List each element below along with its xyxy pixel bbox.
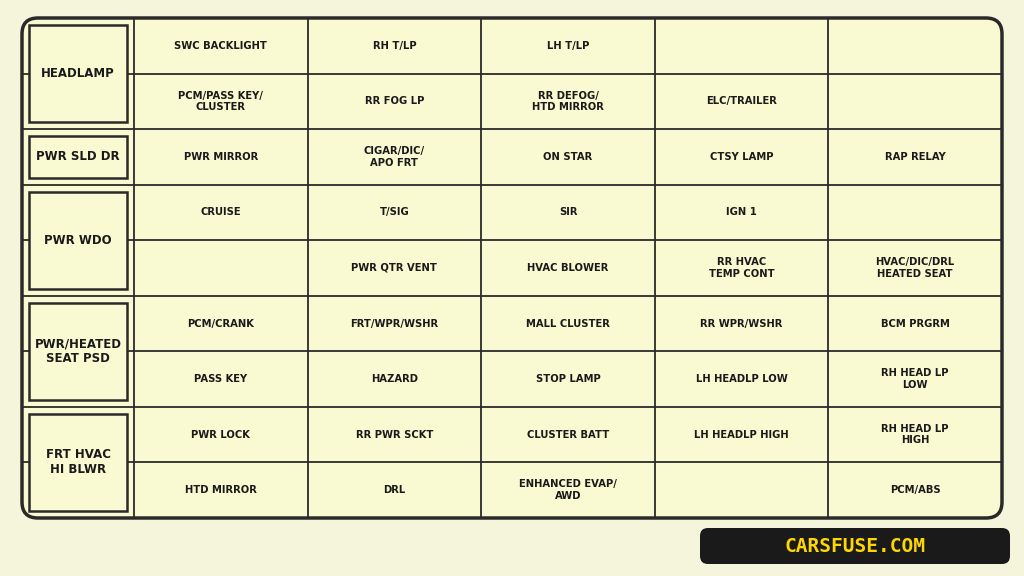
Bar <box>29 303 127 400</box>
Text: CLUSTER BATT: CLUSTER BATT <box>527 430 609 439</box>
Text: PWR WDO: PWR WDO <box>44 234 112 247</box>
Text: STOP LAMP: STOP LAMP <box>536 374 600 384</box>
Text: T/SIG: T/SIG <box>380 207 410 218</box>
Text: PCM/PASS KEY/
CLUSTER: PCM/PASS KEY/ CLUSTER <box>178 90 263 112</box>
Text: RR FOG LP: RR FOG LP <box>365 96 424 107</box>
Text: RH T/LP: RH T/LP <box>373 41 416 51</box>
Text: PWR MIRROR: PWR MIRROR <box>183 152 258 162</box>
Text: RR HVAC
TEMP CONT: RR HVAC TEMP CONT <box>709 257 774 279</box>
Text: PWR SLD DR: PWR SLD DR <box>36 150 120 164</box>
Text: CTSY LAMP: CTSY LAMP <box>710 152 773 162</box>
Text: HAZARD: HAZARD <box>371 374 418 384</box>
Text: PWR LOCK: PWR LOCK <box>191 430 250 439</box>
Text: RR DEFOG/
HTD MIRROR: RR DEFOG/ HTD MIRROR <box>532 90 604 112</box>
Text: RR WPR/WSHR: RR WPR/WSHR <box>700 319 782 328</box>
Text: PWR/HEATED
SEAT PSD: PWR/HEATED SEAT PSD <box>35 338 122 365</box>
Text: RH HEAD LP
HIGH: RH HEAD LP HIGH <box>882 424 949 445</box>
Text: CIGAR/DIC/
APO FRT: CIGAR/DIC/ APO FRT <box>364 146 425 168</box>
Text: RAP RELAY: RAP RELAY <box>885 152 945 162</box>
Text: MALL CLUSTER: MALL CLUSTER <box>526 319 610 328</box>
Text: HVAC/DIC/DRL
HEATED SEAT: HVAC/DIC/DRL HEATED SEAT <box>876 257 954 279</box>
Text: PWR QTR VENT: PWR QTR VENT <box>351 263 437 273</box>
Text: FRT HVAC
HI BLWR: FRT HVAC HI BLWR <box>45 449 111 476</box>
Text: RR PWR SCKT: RR PWR SCKT <box>355 430 433 439</box>
Text: HTD MIRROR: HTD MIRROR <box>185 485 257 495</box>
Text: ON STAR: ON STAR <box>544 152 593 162</box>
Text: CARSFUSE.COM: CARSFUSE.COM <box>784 536 926 555</box>
Bar <box>29 192 127 289</box>
Text: HEADLAMP: HEADLAMP <box>41 67 115 80</box>
Text: LH HEADLP LOW: LH HEADLP LOW <box>695 374 787 384</box>
Text: DRL: DRL <box>383 485 406 495</box>
Bar <box>29 136 127 177</box>
Text: HVAC BLOWER: HVAC BLOWER <box>527 263 608 273</box>
Text: PCM/CRANK: PCM/CRANK <box>187 319 254 328</box>
Bar <box>29 414 127 511</box>
Text: IGN 1: IGN 1 <box>726 207 757 218</box>
Text: SWC BACKLIGHT: SWC BACKLIGHT <box>174 41 267 51</box>
Bar <box>29 25 127 122</box>
Text: ELC/TRAILER: ELC/TRAILER <box>707 96 777 107</box>
Text: LH T/LP: LH T/LP <box>547 41 589 51</box>
Text: RH HEAD LP
LOW: RH HEAD LP LOW <box>882 368 949 390</box>
Text: PCM/ABS: PCM/ABS <box>890 485 940 495</box>
Text: PASS KEY: PASS KEY <box>195 374 248 384</box>
Text: BCM PRGRM: BCM PRGRM <box>881 319 949 328</box>
FancyBboxPatch shape <box>700 528 1010 564</box>
Text: ENHANCED EVAP/
AWD: ENHANCED EVAP/ AWD <box>519 479 616 501</box>
Text: CRUISE: CRUISE <box>201 207 241 218</box>
Text: SIR: SIR <box>559 207 578 218</box>
Text: LH HEADLP HIGH: LH HEADLP HIGH <box>694 430 788 439</box>
FancyBboxPatch shape <box>22 18 1002 518</box>
Text: FRT/WPR/WSHR: FRT/WPR/WSHR <box>350 319 438 328</box>
